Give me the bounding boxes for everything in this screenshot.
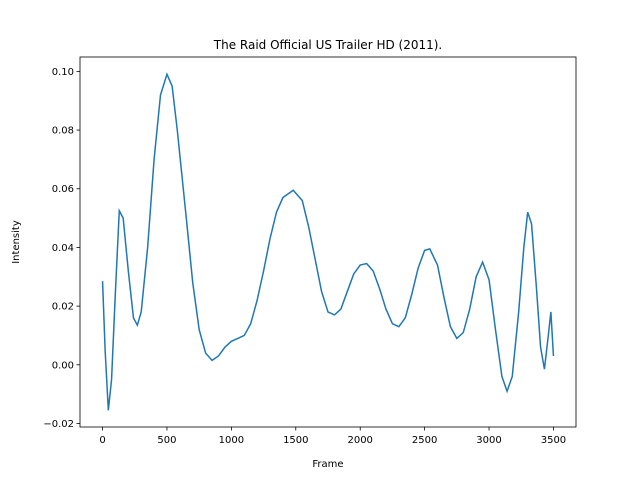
y-tick-label: 0.02 (52, 302, 74, 313)
x-tick-label: 3000 (476, 435, 501, 446)
x-tick-label: 0 (99, 435, 105, 446)
x-tick-label: 2500 (412, 435, 437, 446)
chart-title: The Raid Official US Trailer HD (2011). (213, 38, 442, 52)
data-line (101, 72, 555, 411)
y-tick-label: 0.06 (52, 184, 74, 195)
x-tick-label: 1500 (283, 435, 308, 446)
y-tick-label: −0.02 (43, 419, 74, 430)
y-tick-label: 0.08 (52, 126, 74, 137)
x-tick-label: 1000 (219, 435, 244, 446)
x-axis-label: Frame (312, 459, 343, 470)
y-tick-label: 0.00 (52, 360, 74, 371)
y-tick-label: 0.10 (52, 67, 74, 78)
x-tick-label: 3500 (541, 435, 566, 446)
x-tick-label: 500 (157, 435, 176, 446)
y-tick-label: 0.04 (52, 243, 74, 254)
plot-frame (79, 56, 577, 428)
x-tick-label: 2000 (347, 435, 372, 446)
y-axis-label: Intensity (11, 220, 22, 264)
